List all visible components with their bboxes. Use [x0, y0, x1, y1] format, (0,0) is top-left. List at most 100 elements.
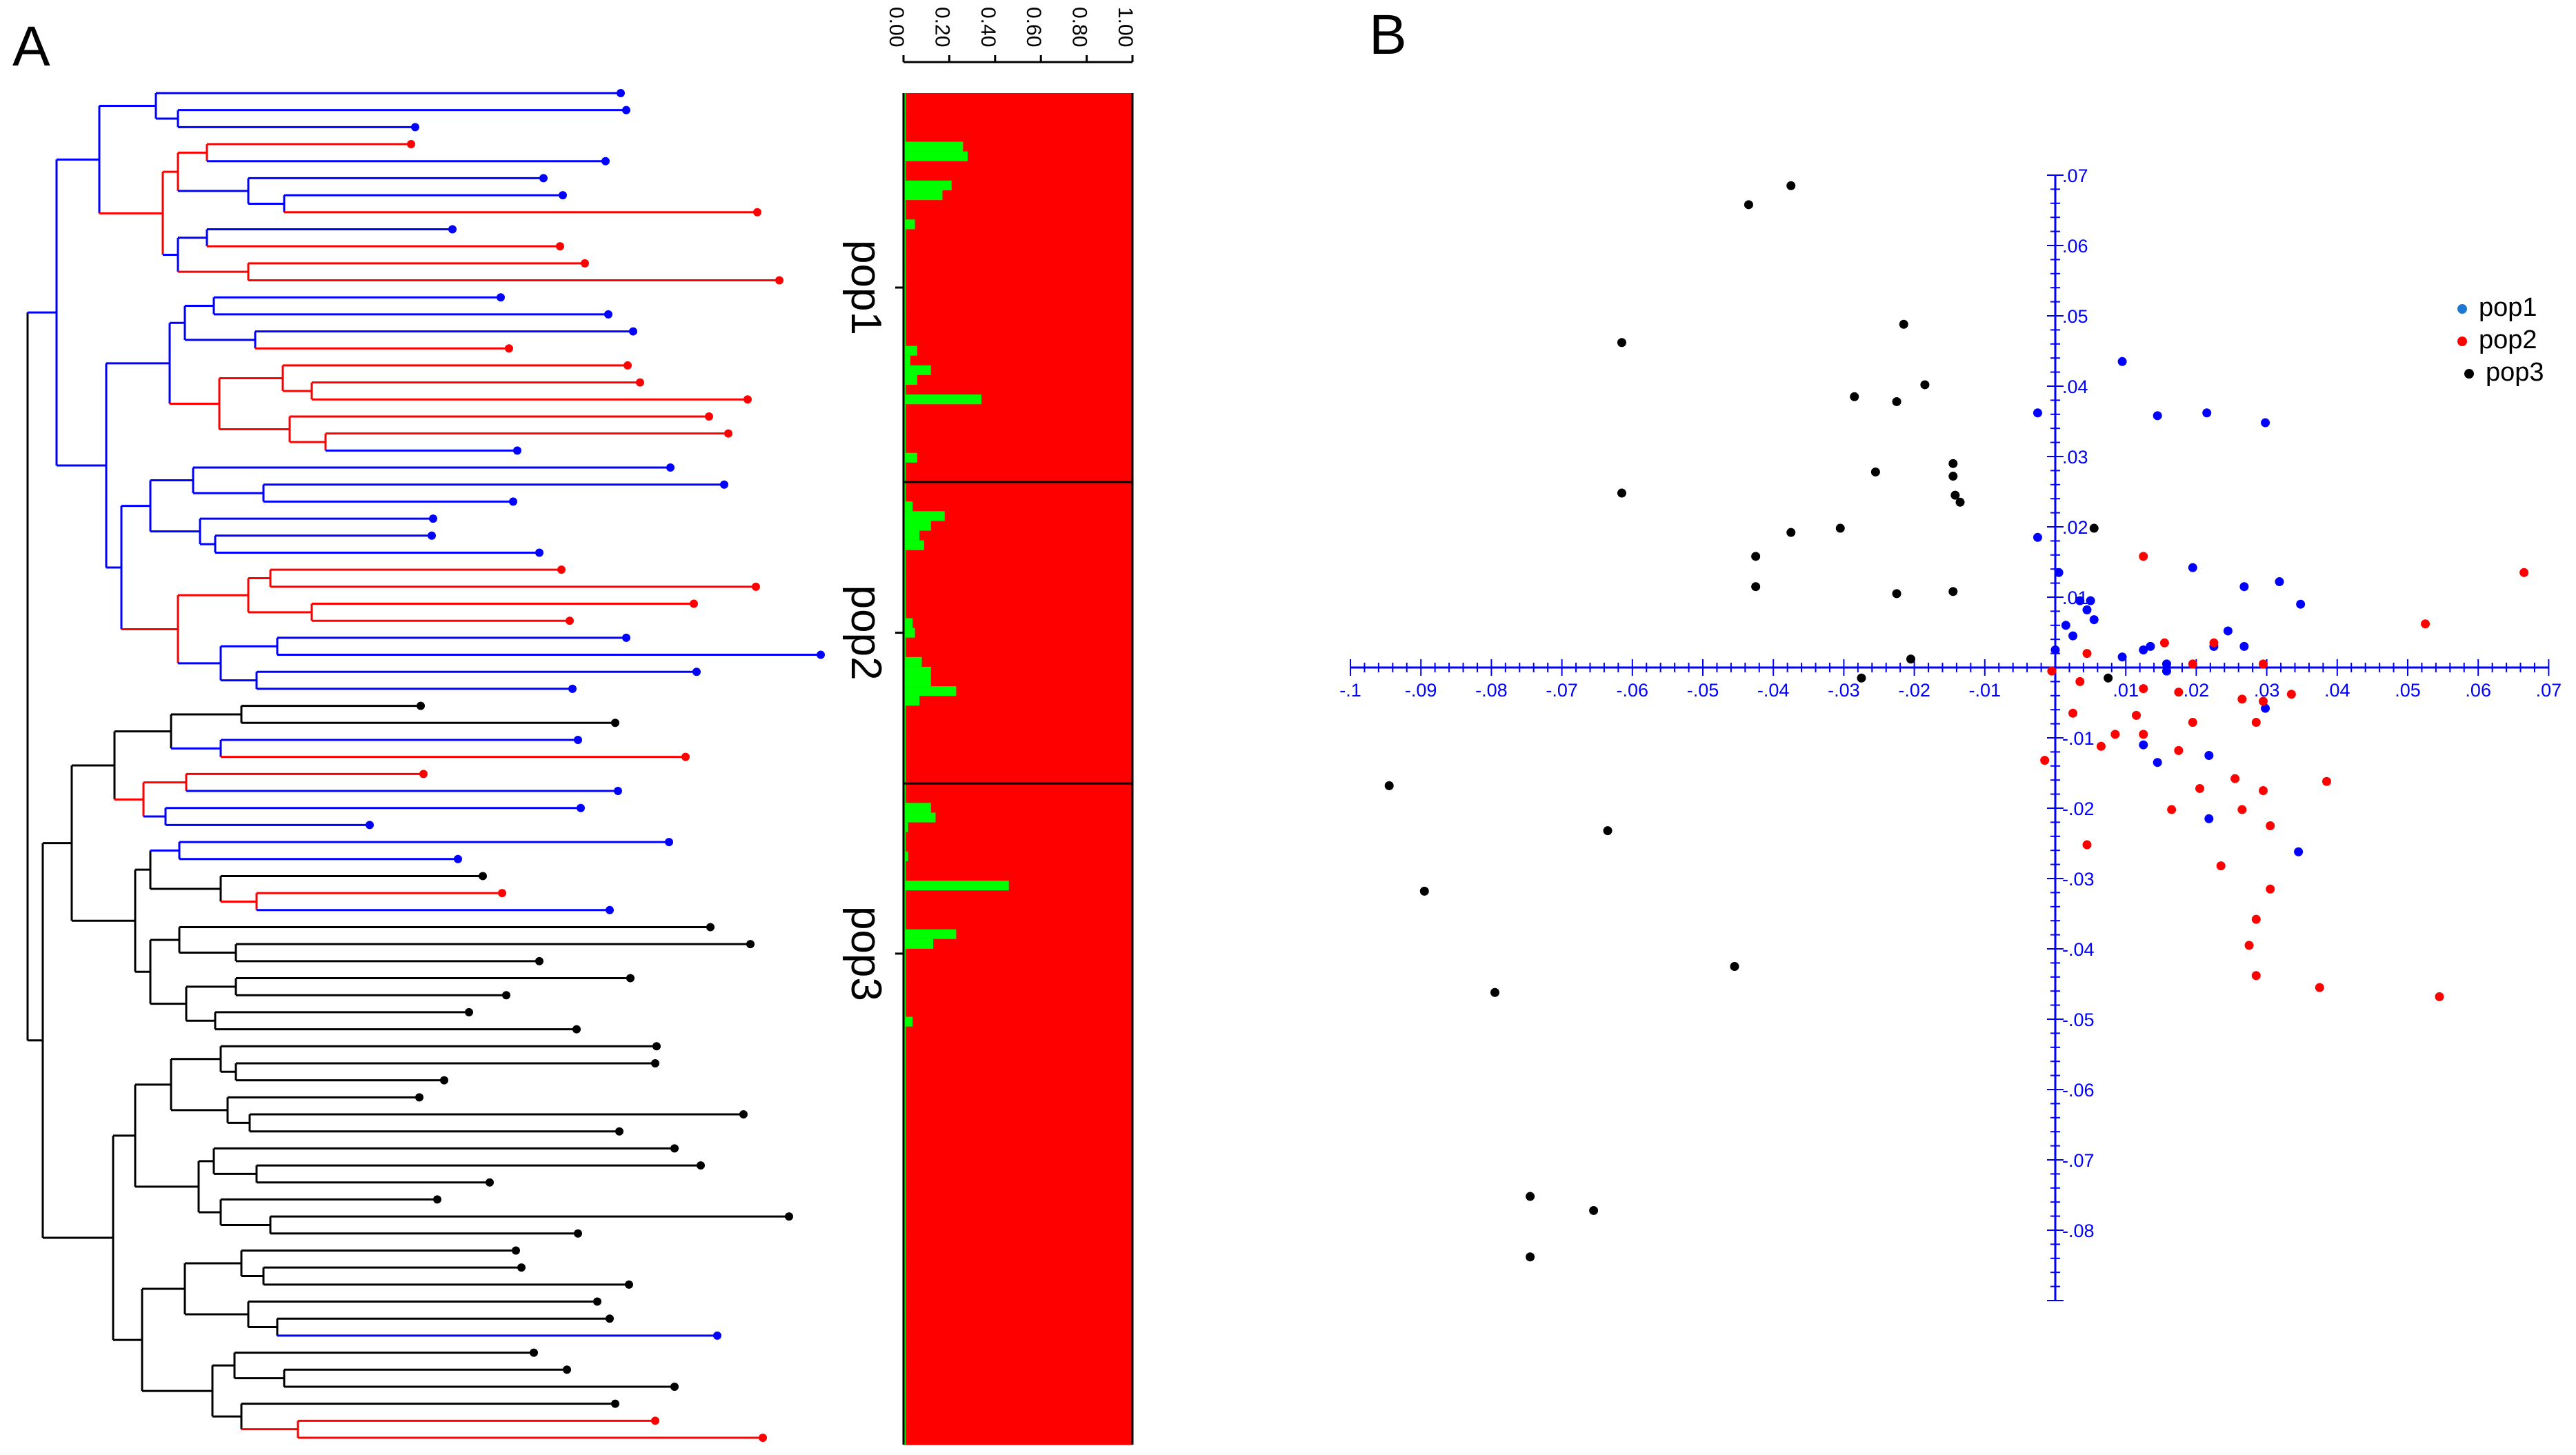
pop3-point — [1835, 523, 1845, 533]
tree-tip — [419, 770, 428, 779]
tree-tip — [454, 854, 462, 863]
bar-axis-tick-label: 0.40 — [977, 7, 999, 47]
structure-bar-green — [903, 1405, 906, 1416]
pop3-point — [2104, 673, 2113, 683]
tree-tip — [743, 395, 752, 404]
structure-bar-green — [903, 696, 920, 706]
tree-tip — [636, 378, 644, 387]
structure-bar-red — [903, 890, 1132, 901]
pop3-point — [1751, 552, 1761, 561]
structure-bar-green — [903, 482, 906, 492]
structure-bar-red — [903, 861, 1132, 872]
structure-bar-red — [903, 958, 1132, 969]
structure-bar-green — [903, 530, 920, 541]
structure-bar-red — [903, 103, 1132, 113]
structure-bar-green — [903, 1182, 906, 1192]
structure-bar-red — [903, 170, 1132, 181]
structure-bar-red — [903, 803, 1132, 814]
x-tick-label: -.02 — [1898, 680, 1930, 701]
structure-bar-green — [903, 589, 906, 599]
tree-tip — [557, 565, 566, 574]
structure-bar-green — [903, 161, 906, 172]
pop2-point — [2230, 774, 2240, 783]
x-tick-label: -.08 — [1475, 680, 1508, 701]
pop1-point — [2050, 645, 2060, 654]
x-tick-label: -.1 — [1339, 680, 1361, 701]
structure-bar-green — [903, 385, 906, 395]
pop1-point — [2033, 532, 2042, 542]
structure-bar-red — [903, 336, 1132, 347]
structure-bar-green — [903, 1357, 906, 1367]
structure-bar-green — [903, 1026, 906, 1037]
pop3-point — [1526, 1252, 1535, 1262]
bar-axis-tick-label: 0.20 — [930, 7, 953, 47]
tree-tip — [670, 1144, 679, 1153]
y-tick-label: .06 — [2062, 236, 2088, 257]
structure-bar-green — [903, 268, 906, 279]
pop2-point — [2251, 971, 2261, 981]
tree-tip — [739, 1110, 748, 1119]
group-label: pop1 — [842, 240, 890, 335]
structure-bar-green — [903, 1104, 906, 1115]
pop3-point — [1920, 380, 1930, 390]
pop2-point — [2251, 718, 2261, 728]
structure-bar-green — [903, 997, 906, 1008]
tree-tip — [615, 1127, 623, 1136]
structure-bar-red — [903, 1172, 1132, 1183]
structure-bar-red — [903, 559, 1132, 570]
structure-bar-red — [903, 744, 1132, 755]
x-tick-label: .01 — [2113, 680, 2139, 701]
pop1-point — [2161, 666, 2171, 676]
structure-bar-red — [903, 1425, 1132, 1436]
x-tick-label: -.07 — [1546, 680, 1578, 701]
pop2-point — [2421, 619, 2430, 629]
pop1-point — [2117, 357, 2127, 366]
x-tick-label: -.04 — [1757, 680, 1790, 701]
pop1-point — [2296, 599, 2306, 609]
tree-tip — [593, 1297, 601, 1306]
structure-bar-green — [903, 1075, 906, 1085]
pop1-point — [2204, 814, 2214, 823]
tree-tip — [574, 1229, 582, 1238]
tree-tip — [568, 684, 577, 693]
pop3-point — [1526, 1192, 1535, 1201]
structure-bar-red — [903, 1094, 1132, 1105]
structure-bar-red — [903, 521, 1132, 532]
structure-bar-green — [903, 239, 906, 250]
structure-bar-red — [903, 812, 1132, 823]
tree-tip — [429, 514, 437, 523]
tree-tip — [604, 310, 612, 319]
pop3-point — [1384, 781, 1394, 790]
pop2-point — [2216, 861, 2226, 871]
structure-bar-red — [903, 900, 1132, 911]
structure-bar-green — [903, 579, 906, 590]
group-label: pop2 — [842, 585, 890, 681]
structure-bar-green — [903, 307, 906, 317]
structure-bar-red — [903, 180, 1132, 191]
tree-tip — [498, 889, 506, 898]
pop2-point — [2266, 884, 2275, 894]
pop1-point — [2294, 847, 2304, 856]
pop2-point — [2139, 730, 2148, 739]
tree-tip — [577, 803, 585, 812]
pcoa-scatter: -.1 -.09 -.08 -.07 -.06 -.05 -.04 -.03 -.02 -.01.… — [1339, 165, 2562, 1301]
tree-tip — [817, 650, 825, 659]
structure-bar-red — [903, 1376, 1132, 1387]
structure-bar-red — [903, 628, 1132, 639]
structure-bar-red — [903, 666, 1132, 677]
structure-bar-green — [903, 559, 906, 570]
x-tick-label: .02 — [2184, 680, 2210, 701]
structure-bar-red — [903, 1279, 1132, 1290]
structure-bar-green — [903, 180, 952, 191]
structure-bar-green — [903, 1308, 906, 1319]
structure-bar-green — [903, 1367, 906, 1377]
pop3-point — [1490, 987, 1500, 997]
tree-tip — [512, 1246, 520, 1255]
structure-bar-green — [903, 910, 906, 921]
structure-bar-red — [903, 297, 1132, 308]
pop2-point — [2167, 805, 2177, 814]
pop1-point — [2054, 568, 2064, 577]
pop3-point — [1786, 528, 1796, 537]
structure-bar-red — [903, 676, 1132, 687]
structure-bar-green — [903, 890, 906, 901]
